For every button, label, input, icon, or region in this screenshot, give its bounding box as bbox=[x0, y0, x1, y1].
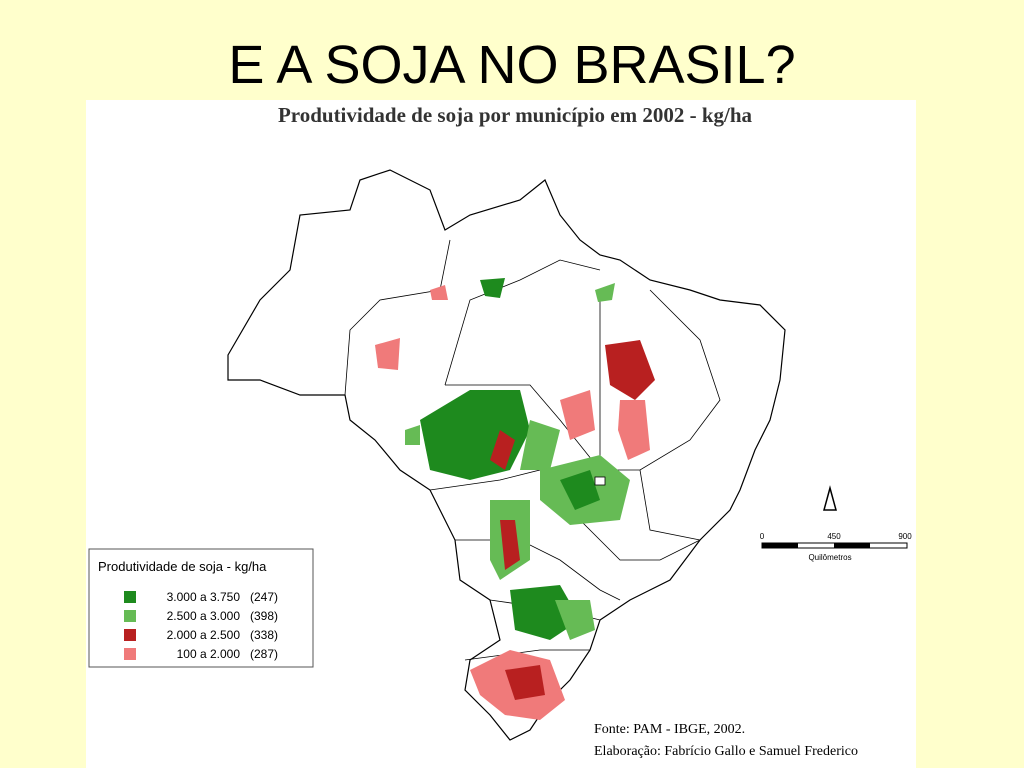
legend-items: 3.000 a 3.750 (247) 2.500 a 3.000 (398) 2.00… bbox=[124, 590, 278, 661]
scale-label: 450 bbox=[827, 532, 841, 541]
legend-label: 100 a 2.000 bbox=[177, 647, 241, 661]
legend-swatch bbox=[124, 610, 136, 622]
legend-swatch bbox=[124, 591, 136, 603]
legend-count: (247) bbox=[250, 590, 278, 604]
productivity-patches bbox=[375, 278, 655, 720]
scale-bar: 0 450 900 Quilômetros bbox=[760, 532, 912, 562]
legend-label: 3.000 a 3.750 bbox=[167, 590, 241, 604]
legend-count: (338) bbox=[250, 628, 278, 642]
legend: Produtividade de soja - kg/ha 3.000 a 3.… bbox=[88, 548, 314, 668]
source: Fonte: PAM - IBGE, 2002. bbox=[594, 722, 745, 737]
legend-count: (287) bbox=[250, 647, 278, 661]
scale-unit: Quilômetros bbox=[808, 553, 851, 562]
legend-swatch bbox=[124, 648, 136, 660]
scale-label: 0 bbox=[760, 532, 765, 541]
legend-count: (398) bbox=[250, 609, 278, 623]
legend-label: 2.500 a 3.000 bbox=[167, 609, 241, 623]
legend-swatch bbox=[124, 629, 136, 641]
north-arrow bbox=[823, 485, 837, 511]
legend-title: Produtividade de soja - kg/ha bbox=[98, 559, 267, 574]
legend-box bbox=[88, 548, 314, 668]
slide-title: E A SOJA NO BRASIL? bbox=[228, 35, 796, 95]
credits: Elaboração: Fabrício Gallo e Samuel Fred… bbox=[594, 744, 858, 759]
legend-label: 2.000 a 2.500 bbox=[167, 628, 241, 642]
scale-label: 900 bbox=[898, 532, 912, 541]
map-title: Produtividade de soja por município em 2… bbox=[278, 103, 753, 127]
